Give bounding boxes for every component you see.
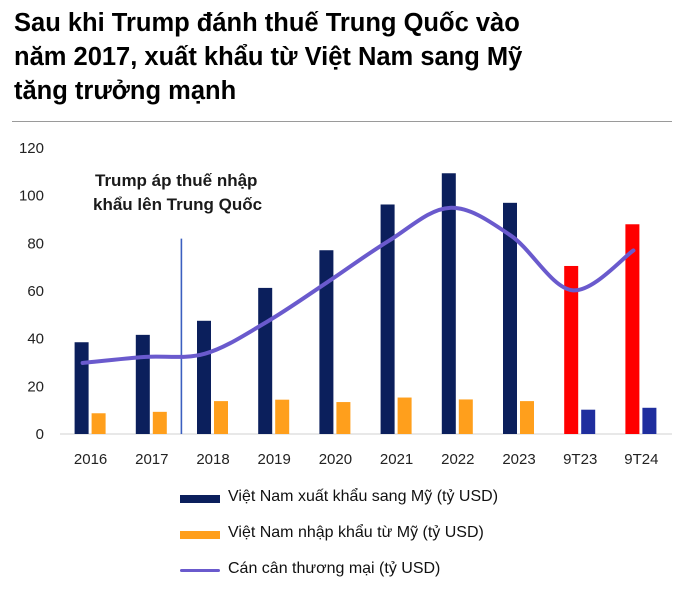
legend-label-balance: Cán cân thương mại (tỷ USD) <box>228 560 441 577</box>
bar-import-9t23 <box>581 409 596 434</box>
x-tick-label-2017: 2017 <box>135 451 168 468</box>
x-tick-label-2021: 2021 <box>380 451 413 468</box>
x-tick-label-2020: 2020 <box>319 451 352 468</box>
x-tick-label-2022: 2022 <box>441 451 474 468</box>
x-tick-label-9t23: 9T23 <box>563 451 597 468</box>
y-tick-label: 80 <box>27 235 44 252</box>
y-tick-label: 120 <box>19 140 44 157</box>
bar-export-9t24 <box>625 224 640 434</box>
y-tick-label: 0 <box>36 426 44 443</box>
bar-export-2019 <box>258 287 273 434</box>
legend-swatch-balance <box>180 569 220 572</box>
x-tick-label-2019: 2019 <box>258 451 291 468</box>
bar-export-2017 <box>135 334 150 434</box>
chart-title: Sau khi Trump đánh thuế Trung Quốc vào n… <box>14 6 674 108</box>
title-line-3: tăng trưởng mạnh <box>14 77 237 105</box>
y-axis-ticks: 0 20 40 60 80 100 120 <box>19 140 44 443</box>
x-axis-ticks: 2016 2017 2018 2019 2020 2021 2022 2023 9T23 9T24 <box>74 451 659 468</box>
x-tick-label-2023: 2023 <box>502 451 535 468</box>
bar-import-2018 <box>214 401 228 434</box>
bar-import-9t24 <box>642 407 657 434</box>
legend-swatch-export <box>180 495 220 503</box>
legend-swatch-import <box>180 531 220 539</box>
bar-import-2020 <box>336 402 351 434</box>
title-line-1: Sau khi Trump đánh thuế Trung Quốc vào <box>14 9 520 37</box>
x-tick-label-2016: 2016 <box>74 451 107 468</box>
bar-export-2023 <box>503 202 517 434</box>
y-tick-label: 100 <box>19 188 44 205</box>
bar-export-2022 <box>441 173 456 434</box>
bar-import-2016 <box>91 413 106 434</box>
bar-import-2019 <box>275 399 290 434</box>
y-tick-label: 40 <box>27 331 44 348</box>
legend-label-export: Việt Nam xuất khẩu sang Mỹ (tỷ USD) <box>228 488 499 505</box>
bar-import-2023 <box>520 401 534 434</box>
annotation-line-1: Trump áp thuế nhập <box>95 171 257 190</box>
bar-export-2020 <box>319 250 334 434</box>
bar-export-2021 <box>380 204 395 434</box>
x-tick-label-2018: 2018 <box>196 451 229 468</box>
bar-export-9t23 <box>564 265 579 434</box>
bar-export-2018 <box>197 320 211 434</box>
trade-balance-line <box>80 205 636 365</box>
legend-label-import: Việt Nam nhập khẩu từ Mỹ (tỷ USD) <box>228 524 484 541</box>
x-tick-label-9t24: 9T24 <box>624 451 658 468</box>
bar-import-2022 <box>458 399 473 434</box>
title-line-2: năm 2017, xuất khẩu từ Việt Nam sang Mỹ <box>14 43 523 71</box>
bar-export-2016 <box>74 342 89 434</box>
bar-import-2017 <box>152 411 167 434</box>
annotation-line-2: khẩu lên Trung Quốc <box>93 195 262 214</box>
title-divider <box>12 121 672 122</box>
y-tick-label: 60 <box>27 283 44 300</box>
y-tick-label: 20 <box>27 378 44 395</box>
bar-import-2021 <box>397 397 412 434</box>
